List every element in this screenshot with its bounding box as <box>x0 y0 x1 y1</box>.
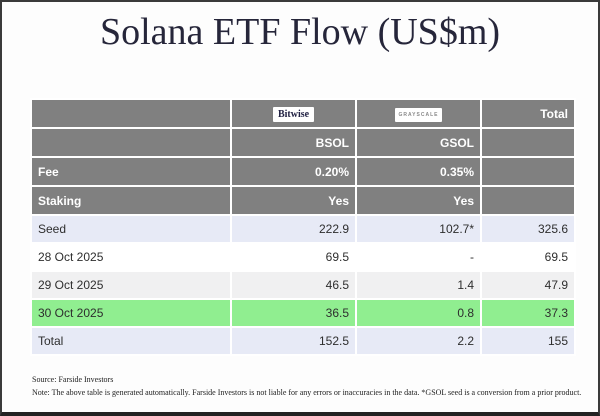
table-row-issuer-logos: Bitwise GRAYSCALE Total <box>30 98 576 129</box>
oct28-bsol: 69.5 <box>230 242 357 272</box>
bitwise-logo: Bitwise <box>272 106 315 122</box>
row-label: 28 Oct 2025 <box>30 242 232 272</box>
footer: Source: Farside Investors Note: The abov… <box>32 375 592 397</box>
staking-bsol: Yes <box>230 185 357 216</box>
row-label: 30 Oct 2025 <box>30 298 232 328</box>
staking-total <box>480 185 576 216</box>
row-label: 29 Oct 2025 <box>30 270 232 300</box>
total-column-header: Total <box>480 98 576 129</box>
total-gsol: 2.2 <box>355 326 482 356</box>
row-label: Fee <box>30 156 232 187</box>
etf-flow-table: Bitwise GRAYSCALE Total BSOL GSOL Fee 0.… <box>30 98 576 356</box>
oct28-gsol: - <box>355 242 482 272</box>
note-line: Note: The above table is generated autom… <box>32 388 582 397</box>
table-row-tickers: BSOL GSOL <box>30 127 576 158</box>
table-row-staking: Staking Yes Yes <box>30 185 576 216</box>
row-label: Total <box>30 326 232 356</box>
fee-gsol: 0.35% <box>355 156 482 187</box>
staking-gsol: Yes <box>355 185 482 216</box>
row-label: Staking <box>30 185 232 216</box>
grayscale-logo: GRAYSCALE <box>394 108 443 122</box>
total-bsol: 152.5 <box>230 326 357 356</box>
source-line: Source: Farside Investors <box>32 375 114 384</box>
ticker-bsol: BSOL <box>230 127 357 158</box>
seed-bsol: 222.9 <box>230 214 357 244</box>
empty-corner-cell <box>30 98 232 129</box>
fee-total <box>480 156 576 187</box>
table-row-total: Total 152.5 2.2 155 <box>30 326 576 356</box>
oct30-gsol: 0.8 <box>355 298 482 328</box>
table-row-30-oct-highlighted: 30 Oct 2025 36.5 0.8 37.3 <box>30 298 576 328</box>
table-row-seed: Seed 222.9 102.7* 325.6 <box>30 214 576 244</box>
oct29-total: 47.9 <box>480 270 576 300</box>
table-row-29-oct: 29 Oct 2025 46.5 1.4 47.9 <box>30 270 576 300</box>
grayscale-logo-cell: GRAYSCALE <box>355 98 482 129</box>
table-row-28-oct: 28 Oct 2025 69.5 - 69.5 <box>30 242 576 272</box>
seed-gsol: 102.7* <box>355 214 482 244</box>
oct30-bsol: 36.5 <box>230 298 357 328</box>
fee-bsol: 0.20% <box>230 156 357 187</box>
oct28-total: 69.5 <box>480 242 576 272</box>
row-label: Seed <box>30 214 232 244</box>
oct29-gsol: 1.4 <box>355 270 482 300</box>
ticker-gsol: GSOL <box>355 127 482 158</box>
oct29-bsol: 46.5 <box>230 270 357 300</box>
total-total: 155 <box>480 326 576 356</box>
table-row-fee: Fee 0.20% 0.35% <box>30 156 576 187</box>
seed-total: 325.6 <box>480 214 576 244</box>
bitwise-logo-cell: Bitwise <box>230 98 357 129</box>
oct30-total: 37.3 <box>480 298 576 328</box>
page-title: Solana ETF Flow (US$m) <box>99 11 501 53</box>
